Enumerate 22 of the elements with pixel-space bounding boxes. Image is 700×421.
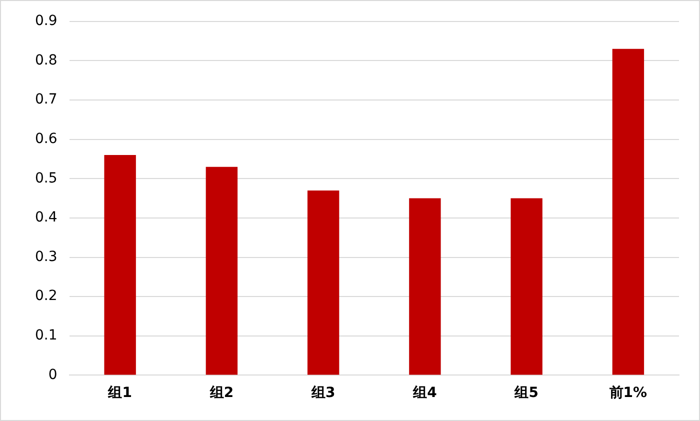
x-tick-label: 组3 xyxy=(310,385,336,402)
x-tick-label: 前1% xyxy=(608,385,648,402)
x-tick-label: 组1 xyxy=(107,385,132,402)
y-tick-label: 0.7 xyxy=(35,92,58,108)
x-tick-label: 组2 xyxy=(208,385,234,402)
bar xyxy=(307,190,340,375)
y-tick-label: 0 xyxy=(48,366,58,383)
bar xyxy=(612,48,644,375)
y-tick-label: 0.3 xyxy=(35,248,58,265)
bar xyxy=(510,198,542,375)
y-tick-label: 0.8 xyxy=(35,52,58,68)
bar xyxy=(206,166,238,375)
bar xyxy=(104,155,136,375)
y-tick-label: 0.6 xyxy=(35,130,58,147)
x-tick-label: 组4 xyxy=(412,385,438,402)
x-tick-label: 组5 xyxy=(514,385,538,402)
y-tick-label: 0.1 xyxy=(35,328,58,344)
y-tick-label: 0.4 xyxy=(35,210,58,226)
y-tick-label: 0.2 xyxy=(35,288,58,304)
y-tick-label: 0.5 xyxy=(35,170,58,186)
y-tick-label: 0.9 xyxy=(35,13,58,30)
bar xyxy=(409,198,441,375)
